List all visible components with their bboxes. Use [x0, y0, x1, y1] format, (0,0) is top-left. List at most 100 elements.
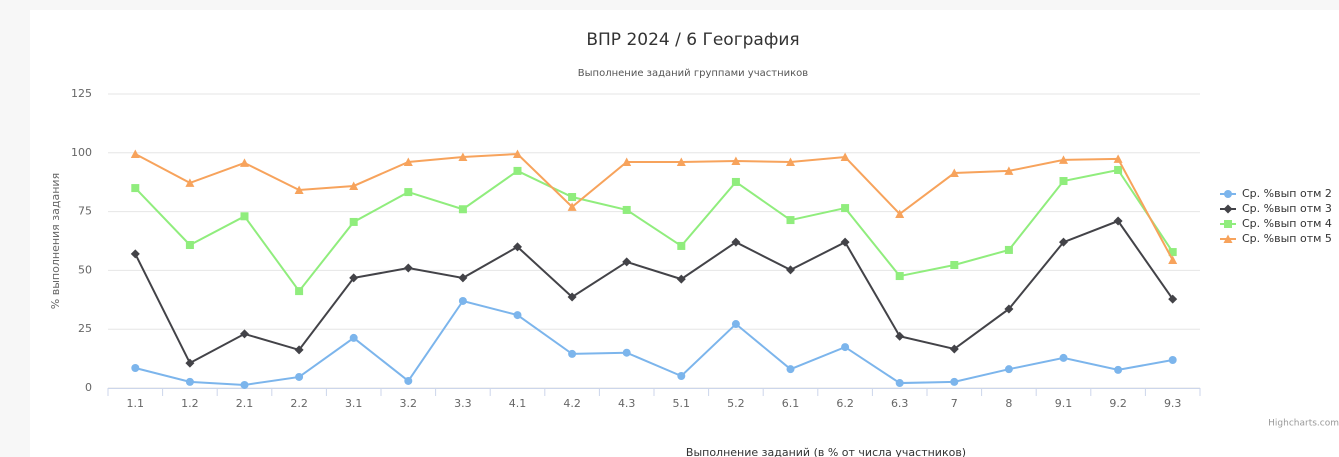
point	[185, 178, 195, 187]
point	[950, 260, 959, 269]
point	[840, 152, 850, 162]
point	[841, 343, 850, 352]
point	[1004, 245, 1013, 254]
point	[895, 331, 905, 341]
chart-subtitle: Выполнение заданий группами участников	[578, 68, 808, 79]
point	[458, 296, 467, 305]
point	[1059, 353, 1068, 362]
point	[786, 365, 795, 374]
point	[404, 188, 413, 197]
point	[895, 209, 905, 218]
point	[1004, 304, 1014, 314]
point	[1059, 177, 1068, 186]
point	[513, 166, 522, 175]
point	[1114, 365, 1123, 374]
point	[1168, 294, 1178, 304]
point	[458, 205, 467, 214]
point	[185, 377, 194, 386]
point	[677, 372, 686, 381]
point	[404, 376, 413, 385]
point	[622, 257, 632, 267]
point	[1114, 165, 1123, 174]
point	[240, 380, 249, 389]
point	[295, 372, 304, 381]
point	[731, 320, 740, 329]
point	[240, 329, 249, 339]
point	[676, 157, 686, 166]
point	[731, 177, 740, 186]
x-tick-label: 5.1	[673, 397, 691, 410]
point	[294, 345, 304, 355]
point	[949, 344, 959, 354]
point	[1168, 248, 1177, 257]
point	[403, 157, 413, 166]
point	[567, 292, 577, 302]
point	[513, 311, 522, 320]
point	[568, 193, 577, 202]
point	[349, 333, 358, 342]
x-tick-label: 9.3	[1164, 397, 1182, 410]
x-tick-label: 5.2	[727, 397, 745, 410]
point	[349, 217, 358, 226]
point	[1059, 155, 1068, 164]
point	[677, 241, 686, 250]
point	[131, 364, 140, 373]
y-tick-label: 100	[71, 146, 92, 159]
point	[895, 379, 904, 388]
point	[240, 212, 249, 221]
point	[458, 273, 468, 283]
legend-marker	[1223, 204, 1233, 214]
point	[240, 158, 249, 167]
legend-label: Ср. %вып отм 5	[1242, 232, 1332, 245]
point	[622, 205, 631, 214]
point	[622, 157, 632, 166]
point	[567, 202, 577, 211]
x-tick-label: 8	[1005, 397, 1012, 410]
x-tick-label: 4.1	[509, 397, 527, 410]
x-tick-label: 6.2	[836, 397, 854, 410]
point	[130, 149, 140, 158]
point	[458, 152, 468, 162]
x-tick-label: 2.1	[236, 397, 254, 410]
x-tick-label: 6.3	[891, 397, 909, 410]
point	[1168, 255, 1178, 265]
x-tick-label: 6.1	[782, 397, 800, 410]
y-tick-label: 25	[78, 322, 92, 335]
point	[513, 242, 522, 252]
series-line	[135, 299, 1173, 386]
x-tick-label: 3.2	[400, 397, 418, 410]
legend-marker	[1223, 234, 1233, 243]
x-tick-label: 4.3	[618, 397, 636, 410]
point	[841, 204, 850, 213]
series-line	[134, 168, 1174, 293]
legend-marker	[1224, 220, 1232, 228]
x-tick-label: 3.3	[454, 397, 472, 410]
point	[840, 237, 850, 247]
x-axis-label: Выполнение заданий (в % от числа участни…	[686, 446, 966, 457]
point	[403, 263, 413, 273]
point	[1004, 166, 1014, 175]
x-tick-label: 9.2	[1109, 397, 1127, 410]
y-axis-label: % выполнения задания	[49, 173, 62, 309]
legend-marker	[1224, 190, 1232, 198]
point	[950, 377, 959, 386]
y-tick-label: 0	[85, 381, 92, 394]
credits: Highcharts.com	[1268, 419, 1339, 429]
point	[1004, 365, 1013, 374]
point	[131, 184, 140, 193]
x-tick-label: 3.1	[345, 397, 363, 410]
point	[185, 358, 195, 368]
point	[1059, 237, 1068, 247]
point	[622, 348, 631, 357]
point	[568, 349, 577, 358]
point	[130, 249, 140, 259]
x-tick-label: 1.2	[181, 397, 199, 410]
point	[895, 272, 904, 281]
point	[786, 265, 795, 275]
series-line	[134, 219, 1174, 365]
point	[731, 156, 741, 166]
point	[294, 185, 304, 194]
series-line	[134, 152, 1174, 261]
chart-background	[30, 10, 1339, 457]
